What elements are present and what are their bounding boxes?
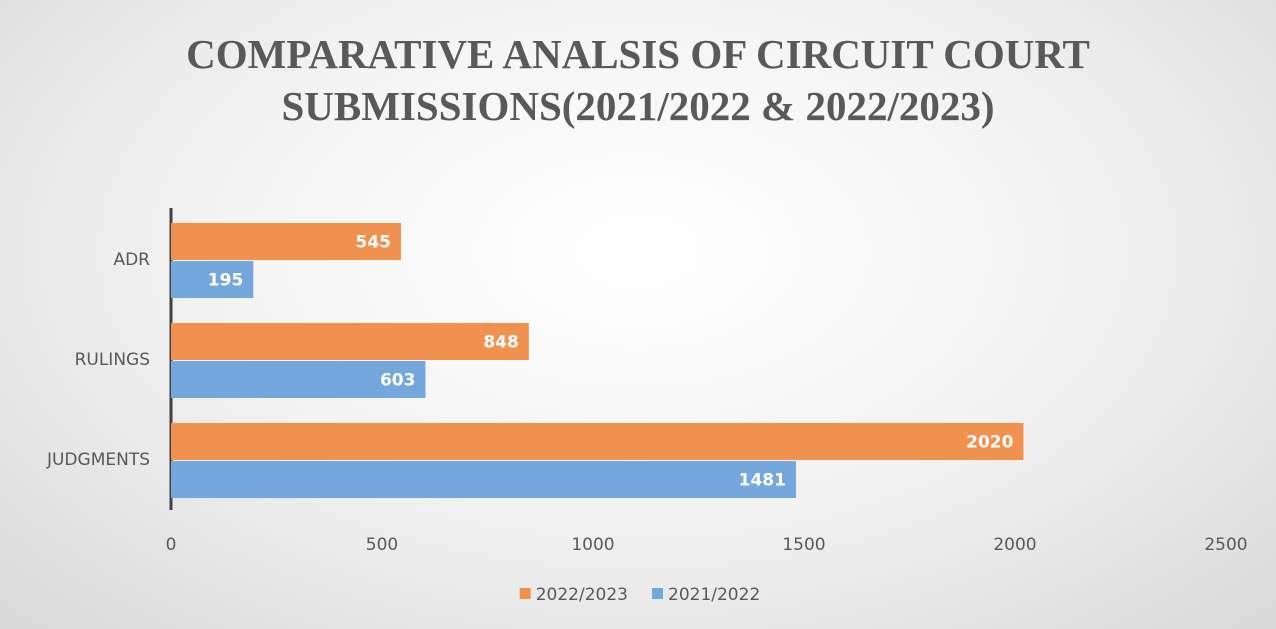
y-tick-label: JUDGMENTS bbox=[46, 450, 150, 470]
x-tick-label: 0 bbox=[166, 535, 177, 555]
y-tick-label: ADR bbox=[113, 250, 150, 270]
legend-label: 2022/2023 bbox=[536, 585, 628, 605]
bar bbox=[171, 323, 529, 360]
x-tick-label: 2500 bbox=[1204, 535, 1247, 555]
x-tick-label: 1000 bbox=[571, 535, 614, 555]
value-label: 195 bbox=[208, 271, 244, 291]
legend-swatch bbox=[652, 588, 663, 599]
value-label: 545 bbox=[355, 233, 391, 253]
legend-swatch bbox=[519, 588, 531, 599]
x-tick-label: 2000 bbox=[993, 535, 1036, 555]
bar bbox=[171, 423, 1024, 460]
x-tick-label: 1500 bbox=[782, 535, 825, 555]
y-tick-label: RULINGS bbox=[75, 350, 150, 370]
legend-label: 2021/2022 bbox=[668, 585, 760, 605]
bar bbox=[171, 461, 796, 498]
chart-title: COMPARATIVE ANALSIS OF CIRCUIT COURT SUB… bbox=[186, 31, 1090, 129]
value-label: 1481 bbox=[739, 471, 786, 491]
bar bbox=[171, 261, 254, 298]
x-tick-label: 500 bbox=[366, 535, 398, 555]
bar bbox=[171, 361, 426, 398]
value-label: 2020 bbox=[966, 433, 1013, 453]
value-label: 603 bbox=[380, 371, 416, 391]
bar bbox=[171, 223, 401, 260]
value-label: 848 bbox=[483, 333, 519, 353]
